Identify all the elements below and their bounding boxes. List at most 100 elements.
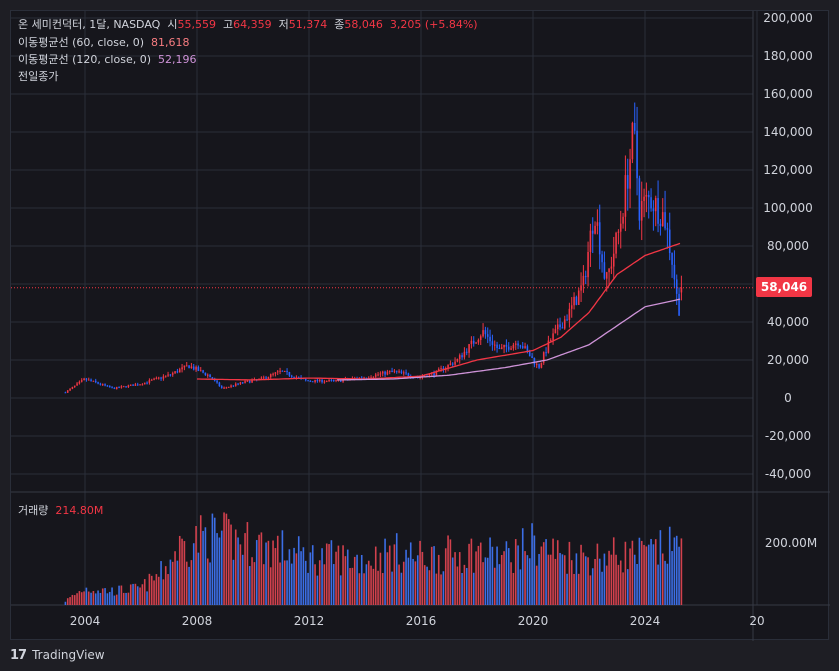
ma120-legend[interactable]: 이동평균선 (120, close, 0) 52,196 [18, 53, 197, 67]
price-tick-label: 100,000 [763, 201, 813, 215]
volume-bar [458, 552, 461, 605]
price-tick-label: 120,000 [763, 163, 813, 177]
volume-bar [629, 548, 631, 605]
volume-bar [605, 565, 608, 605]
volume-bar [671, 551, 673, 605]
volume-bar [241, 554, 244, 605]
volume-bar [451, 557, 454, 605]
candle-body [554, 329, 557, 334]
volume-bar [206, 558, 209, 605]
volume-bar [461, 572, 463, 605]
candle-body [668, 229, 671, 254]
volume-bar [577, 573, 580, 605]
volume-bar [132, 583, 134, 605]
volume-bar [227, 519, 230, 605]
volume-bar [582, 552, 585, 605]
candle-body [73, 385, 76, 388]
volume-bar [498, 564, 501, 605]
volume-bar [661, 553, 664, 605]
candle-body [650, 197, 652, 209]
volume-bar [568, 541, 571, 605]
time-tick-label: 2004 [70, 614, 101, 628]
candle-body [591, 230, 594, 234]
volume-bar [584, 556, 587, 605]
candle-body [638, 178, 641, 221]
volume-bar [104, 588, 106, 605]
candle-body [470, 340, 473, 345]
candle-body [603, 262, 606, 279]
volume-bar [374, 546, 377, 605]
volume-bar [288, 549, 291, 605]
candle-body [468, 344, 470, 353]
candle-body [456, 359, 459, 362]
price-tick-label: -20,000 [765, 429, 811, 443]
volume-bar [274, 548, 277, 605]
prev-close-legend[interactable]: 전일종가 [18, 70, 58, 84]
volume-bar [589, 575, 592, 605]
candle-body [230, 385, 232, 387]
volume-bar [314, 564, 316, 605]
volume-axis: 200.00M [765, 536, 817, 550]
volume-bar [244, 533, 246, 605]
volume-bar [64, 601, 67, 605]
volume-bar [664, 560, 666, 605]
volume-bar [87, 591, 90, 605]
candle-body [556, 324, 559, 330]
candle-body [274, 372, 277, 374]
volume-bar [598, 558, 601, 605]
volume-bar [218, 537, 221, 605]
time-tick-label: 2020 [518, 614, 549, 628]
candle-body [316, 379, 319, 382]
volume-bar [120, 585, 123, 605]
volume-bar [290, 563, 293, 605]
time-axis: 2004 2008 2012 2016 2020 2024 20 [70, 614, 765, 628]
ma60-legend[interactable]: 이동평균선 (60, close, 0) 81,618 [18, 36, 190, 50]
volume-bar [407, 557, 410, 605]
candle-body [171, 373, 174, 375]
candle-body [148, 380, 151, 383]
candle-body [237, 383, 239, 385]
volume-legend[interactable]: 거래량 214.80M [18, 502, 103, 518]
candle-body [671, 253, 673, 265]
candle-body [269, 374, 272, 378]
candle-body [328, 379, 330, 382]
volume-bar [447, 535, 449, 605]
chart-frame[interactable]: 200,000 180,000 160,000 140,000 120,000 100,0… [10, 10, 830, 641]
volume-bar [666, 563, 669, 605]
volume-bar [472, 572, 475, 605]
volume-bar [456, 566, 459, 605]
candle-body [262, 377, 265, 379]
volume-bar [351, 567, 354, 605]
volume-bar [220, 530, 223, 605]
volume-bar [309, 552, 312, 605]
volume-bar [316, 575, 319, 605]
volume-bar [673, 537, 676, 605]
candle-body [475, 342, 477, 344]
volume-bar [255, 540, 258, 605]
candle-body [449, 363, 452, 365]
volume-bar [192, 543, 195, 605]
candle-body [622, 216, 624, 224]
volume-bar [549, 554, 552, 605]
tradingview-brand[interactable]: 17 TradingView [10, 645, 105, 665]
volume-bar [234, 529, 237, 605]
volume-bar [281, 530, 284, 605]
candle-body [633, 122, 636, 131]
candle-body [510, 348, 512, 350]
candle-body [87, 379, 90, 381]
candle-body [111, 387, 113, 389]
candle-body [654, 198, 657, 212]
candle-body [552, 333, 554, 341]
volume-bar [468, 543, 470, 605]
candle-body [489, 336, 491, 342]
chart-canvas[interactable]: 200,000 180,000 160,000 140,000 120,000 100,0… [11, 11, 830, 641]
volume-bar [610, 554, 613, 605]
candle-body [332, 380, 335, 382]
prev-close-label: 전일종가 [18, 70, 59, 83]
candle-body [155, 377, 158, 379]
volume-bar [344, 556, 347, 605]
volume-bar [440, 574, 442, 605]
candle-body [661, 212, 664, 227]
volume-bar [647, 544, 650, 605]
candle-body [213, 379, 216, 381]
